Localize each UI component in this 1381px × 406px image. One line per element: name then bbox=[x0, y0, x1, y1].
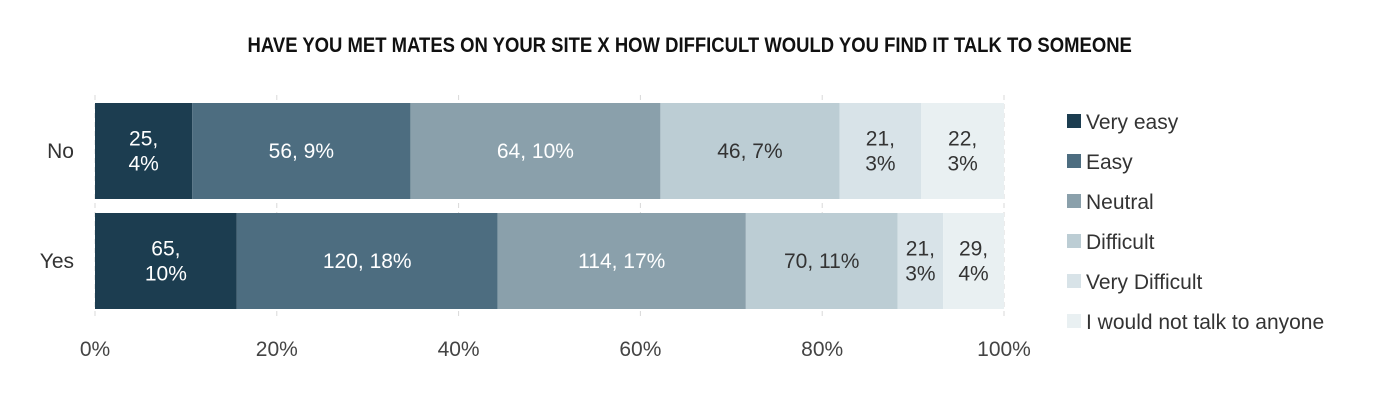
legend-item: I would not talk to anyone bbox=[1067, 311, 1324, 334]
bar-segment bbox=[897, 213, 944, 309]
data-label: 70, 11% bbox=[784, 250, 860, 273]
legend-item: Neutral bbox=[1067, 191, 1154, 214]
x-axis-ticks: 0% 20% 40% 60% 80% 100% bbox=[80, 338, 1031, 361]
data-label: 3% bbox=[865, 153, 895, 176]
data-label: 65, bbox=[151, 238, 180, 261]
tick-label: 80% bbox=[801, 338, 843, 361]
legend-swatch bbox=[1067, 314, 1081, 328]
data-label: 3% bbox=[905, 263, 935, 286]
legend-label: Easy bbox=[1086, 151, 1133, 174]
bar-segment bbox=[95, 213, 237, 309]
legend-label: Very Difficult bbox=[1086, 271, 1202, 294]
data-label: 22, bbox=[948, 128, 977, 151]
legend-label: Neutral bbox=[1086, 191, 1154, 214]
bar-segment bbox=[921, 103, 1004, 199]
bar-segment bbox=[745, 213, 898, 309]
data-label: 25, bbox=[129, 128, 158, 151]
legend-item: Difficult bbox=[1067, 231, 1155, 254]
legend-swatch bbox=[1067, 154, 1081, 168]
bar-segment bbox=[236, 213, 498, 309]
legend-swatch bbox=[1067, 274, 1081, 288]
data-label: 29, bbox=[959, 238, 988, 261]
legend-label: I would not talk to anyone bbox=[1086, 311, 1324, 334]
bar-segment bbox=[839, 103, 922, 199]
legend: Very easy Easy Neutral Difficult Very Diffic… bbox=[1067, 111, 1324, 334]
chart-title: HAVE YOU MET MATES ON YOUR SITE X HOW DI… bbox=[247, 34, 1132, 57]
legend-swatch bbox=[1067, 194, 1081, 208]
bar-segment bbox=[410, 103, 661, 199]
category-label: Yes bbox=[40, 250, 74, 273]
legend-item: Easy bbox=[1067, 151, 1133, 174]
data-label: 46, 7% bbox=[717, 140, 782, 163]
legend-label: Very easy bbox=[1086, 111, 1179, 134]
data-label: 120, 18% bbox=[323, 250, 412, 273]
bar-segment bbox=[192, 103, 411, 199]
bar-segment bbox=[497, 213, 746, 309]
data-label: 3% bbox=[947, 153, 977, 176]
bar-segment bbox=[660, 103, 840, 199]
bar-segments bbox=[95, 103, 1004, 309]
tick-label: 60% bbox=[619, 338, 661, 361]
data-label: 4% bbox=[958, 263, 988, 286]
category-labels: No Yes bbox=[40, 140, 74, 273]
data-label: 114, 17% bbox=[578, 250, 665, 273]
data-labels: 25,4%56, 9% 64, 10% 46, 7%21,3%22,3%65,10%… bbox=[128, 128, 988, 286]
legend-item: Very Difficult bbox=[1067, 271, 1202, 294]
data-label: 21, bbox=[906, 238, 935, 261]
data-label: 4% bbox=[128, 153, 158, 176]
tick-label: 0% bbox=[80, 338, 110, 361]
tick-label: 20% bbox=[256, 338, 298, 361]
data-label: 21, bbox=[866, 128, 895, 151]
legend-swatch bbox=[1067, 114, 1081, 128]
tick-label: 40% bbox=[438, 338, 480, 361]
legend-label: Difficult bbox=[1086, 231, 1155, 254]
bar-segment bbox=[943, 213, 1004, 309]
category-label: No bbox=[47, 140, 74, 163]
bar-segment bbox=[95, 103, 193, 199]
data-label: 64, 10% bbox=[497, 140, 574, 163]
data-label: 56, 9% bbox=[269, 140, 334, 163]
legend-item: Very easy bbox=[1067, 111, 1179, 134]
tick-label: 100% bbox=[977, 338, 1031, 361]
data-label: 10% bbox=[145, 263, 187, 286]
legend-swatch bbox=[1067, 234, 1081, 248]
